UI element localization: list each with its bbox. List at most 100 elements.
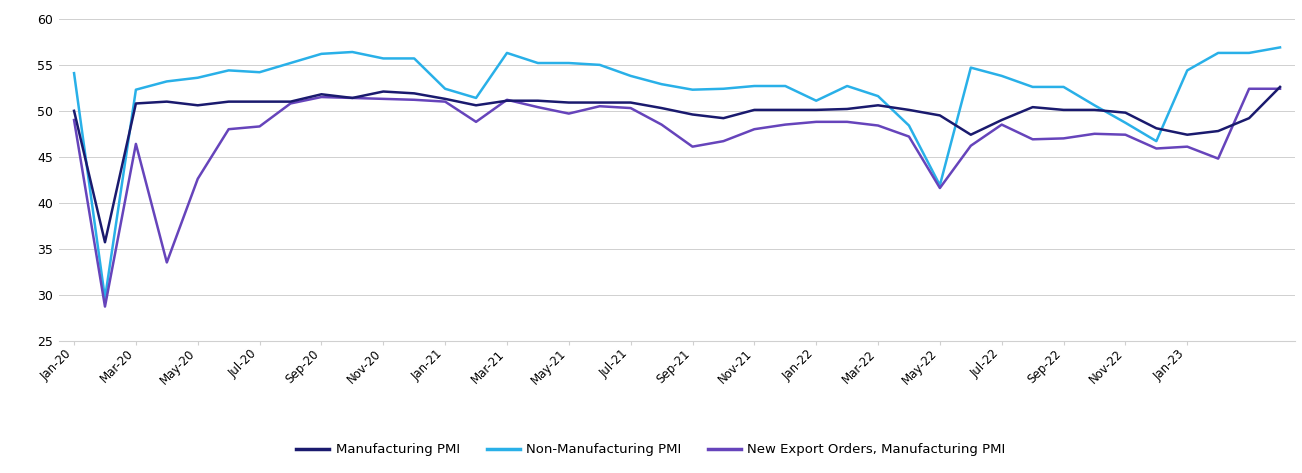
Non-Manufacturing PMI xyxy=(406,56,422,61)
Manufacturing PMI xyxy=(901,107,917,113)
New Export Orders, Manufacturing PMI xyxy=(66,117,82,123)
New Export Orders, Manufacturing PMI xyxy=(746,126,762,132)
Non-Manufacturing PMI xyxy=(685,87,700,93)
New Export Orders, Manufacturing PMI xyxy=(530,105,546,110)
Line: Non-Manufacturing PMI: Non-Manufacturing PMI xyxy=(74,47,1280,298)
Manufacturing PMI xyxy=(963,132,979,138)
New Export Orders, Manufacturing PMI xyxy=(1241,86,1256,92)
Non-Manufacturing PMI xyxy=(251,70,267,75)
New Export Orders, Manufacturing PMI xyxy=(437,99,453,105)
Non-Manufacturing PMI xyxy=(437,86,453,92)
Non-Manufacturing PMI xyxy=(622,73,638,79)
Manufacturing PMI xyxy=(746,107,762,113)
Manufacturing PMI xyxy=(1148,125,1164,131)
Manufacturing PMI xyxy=(1056,107,1072,113)
Manufacturing PMI xyxy=(777,107,793,113)
New Export Orders, Manufacturing PMI xyxy=(840,119,855,125)
Non-Manufacturing PMI xyxy=(1180,68,1195,73)
New Export Orders, Manufacturing PMI xyxy=(1117,132,1133,138)
Manufacturing PMI xyxy=(499,98,514,104)
Manufacturing PMI xyxy=(345,95,361,101)
New Export Orders, Manufacturing PMI xyxy=(251,123,267,129)
Non-Manufacturing PMI xyxy=(221,68,237,73)
New Export Orders, Manufacturing PMI xyxy=(128,141,143,147)
Manufacturing PMI xyxy=(1025,105,1040,110)
Non-Manufacturing PMI xyxy=(314,51,329,57)
New Export Orders, Manufacturing PMI xyxy=(375,96,391,102)
Manufacturing PMI xyxy=(98,239,113,245)
Manufacturing PMI xyxy=(283,99,298,105)
Non-Manufacturing PMI xyxy=(1087,103,1103,108)
Non-Manufacturing PMI xyxy=(993,73,1009,79)
Manufacturing PMI xyxy=(251,99,267,105)
New Export Orders, Manufacturing PMI xyxy=(1148,146,1164,151)
Non-Manufacturing PMI xyxy=(345,49,361,55)
Non-Manufacturing PMI xyxy=(1148,138,1164,144)
Non-Manufacturing PMI xyxy=(98,296,113,301)
Non-Manufacturing PMI xyxy=(777,83,793,89)
Manufacturing PMI xyxy=(1272,84,1288,90)
New Export Orders, Manufacturing PMI xyxy=(654,122,669,127)
New Export Orders, Manufacturing PMI xyxy=(283,101,298,106)
Manufacturing PMI xyxy=(716,115,732,121)
Legend: Manufacturing PMI, Non-Manufacturing PMI, New Export Orders, Manufacturing PMI: Manufacturing PMI, Non-Manufacturing PMI… xyxy=(292,438,1010,462)
Manufacturing PMI xyxy=(561,100,577,105)
Manufacturing PMI xyxy=(469,103,484,108)
Manufacturing PMI xyxy=(1241,115,1256,121)
Manufacturing PMI xyxy=(654,105,669,111)
Manufacturing PMI xyxy=(993,117,1009,123)
Non-Manufacturing PMI xyxy=(870,93,885,99)
New Export Orders, Manufacturing PMI xyxy=(159,260,174,265)
Manufacturing PMI xyxy=(66,108,82,114)
New Export Orders, Manufacturing PMI xyxy=(1272,86,1288,92)
Manufacturing PMI xyxy=(932,113,948,118)
Manufacturing PMI xyxy=(870,103,885,108)
Manufacturing PMI xyxy=(128,101,143,106)
Non-Manufacturing PMI xyxy=(716,86,732,92)
New Export Orders, Manufacturing PMI xyxy=(777,122,793,127)
New Export Orders, Manufacturing PMI xyxy=(469,119,484,125)
Non-Manufacturing PMI xyxy=(499,50,514,56)
Manufacturing PMI xyxy=(159,99,174,105)
Non-Manufacturing PMI xyxy=(932,183,948,188)
Non-Manufacturing PMI xyxy=(840,83,855,89)
New Export Orders, Manufacturing PMI xyxy=(809,119,824,125)
Non-Manufacturing PMI xyxy=(561,60,577,66)
Manufacturing PMI xyxy=(840,106,855,112)
New Export Orders, Manufacturing PMI xyxy=(993,122,1009,127)
Manufacturing PMI xyxy=(1117,110,1133,115)
New Export Orders, Manufacturing PMI xyxy=(1056,136,1072,141)
Non-Manufacturing PMI xyxy=(1056,84,1072,90)
New Export Orders, Manufacturing PMI xyxy=(314,94,329,100)
Manufacturing PMI xyxy=(622,100,638,105)
Non-Manufacturing PMI xyxy=(1117,120,1133,126)
Manufacturing PMI xyxy=(375,88,391,94)
Manufacturing PMI xyxy=(437,96,453,102)
Manufacturing PMI xyxy=(221,99,237,105)
Non-Manufacturing PMI xyxy=(283,60,298,66)
Non-Manufacturing PMI xyxy=(809,98,824,104)
Non-Manufacturing PMI xyxy=(128,87,143,93)
New Export Orders, Manufacturing PMI xyxy=(1180,144,1195,149)
New Export Orders, Manufacturing PMI xyxy=(98,304,113,309)
Manufacturing PMI xyxy=(190,103,206,108)
New Export Orders, Manufacturing PMI xyxy=(932,185,948,191)
Manufacturing PMI xyxy=(1211,128,1226,134)
New Export Orders, Manufacturing PMI xyxy=(221,126,237,132)
Manufacturing PMI xyxy=(530,98,546,104)
New Export Orders, Manufacturing PMI xyxy=(592,104,608,109)
New Export Orders, Manufacturing PMI xyxy=(561,111,577,116)
Manufacturing PMI xyxy=(809,107,824,113)
Non-Manufacturing PMI xyxy=(375,56,391,61)
New Export Orders, Manufacturing PMI xyxy=(499,97,514,103)
Non-Manufacturing PMI xyxy=(159,79,174,84)
New Export Orders, Manufacturing PMI xyxy=(963,143,979,149)
Non-Manufacturing PMI xyxy=(901,123,917,128)
New Export Orders, Manufacturing PMI xyxy=(716,138,732,144)
New Export Orders, Manufacturing PMI xyxy=(622,105,638,111)
Non-Manufacturing PMI xyxy=(1025,84,1040,90)
Non-Manufacturing PMI xyxy=(530,60,546,66)
Manufacturing PMI xyxy=(1087,107,1103,113)
New Export Orders, Manufacturing PMI xyxy=(685,144,700,149)
Non-Manufacturing PMI xyxy=(1211,50,1226,56)
